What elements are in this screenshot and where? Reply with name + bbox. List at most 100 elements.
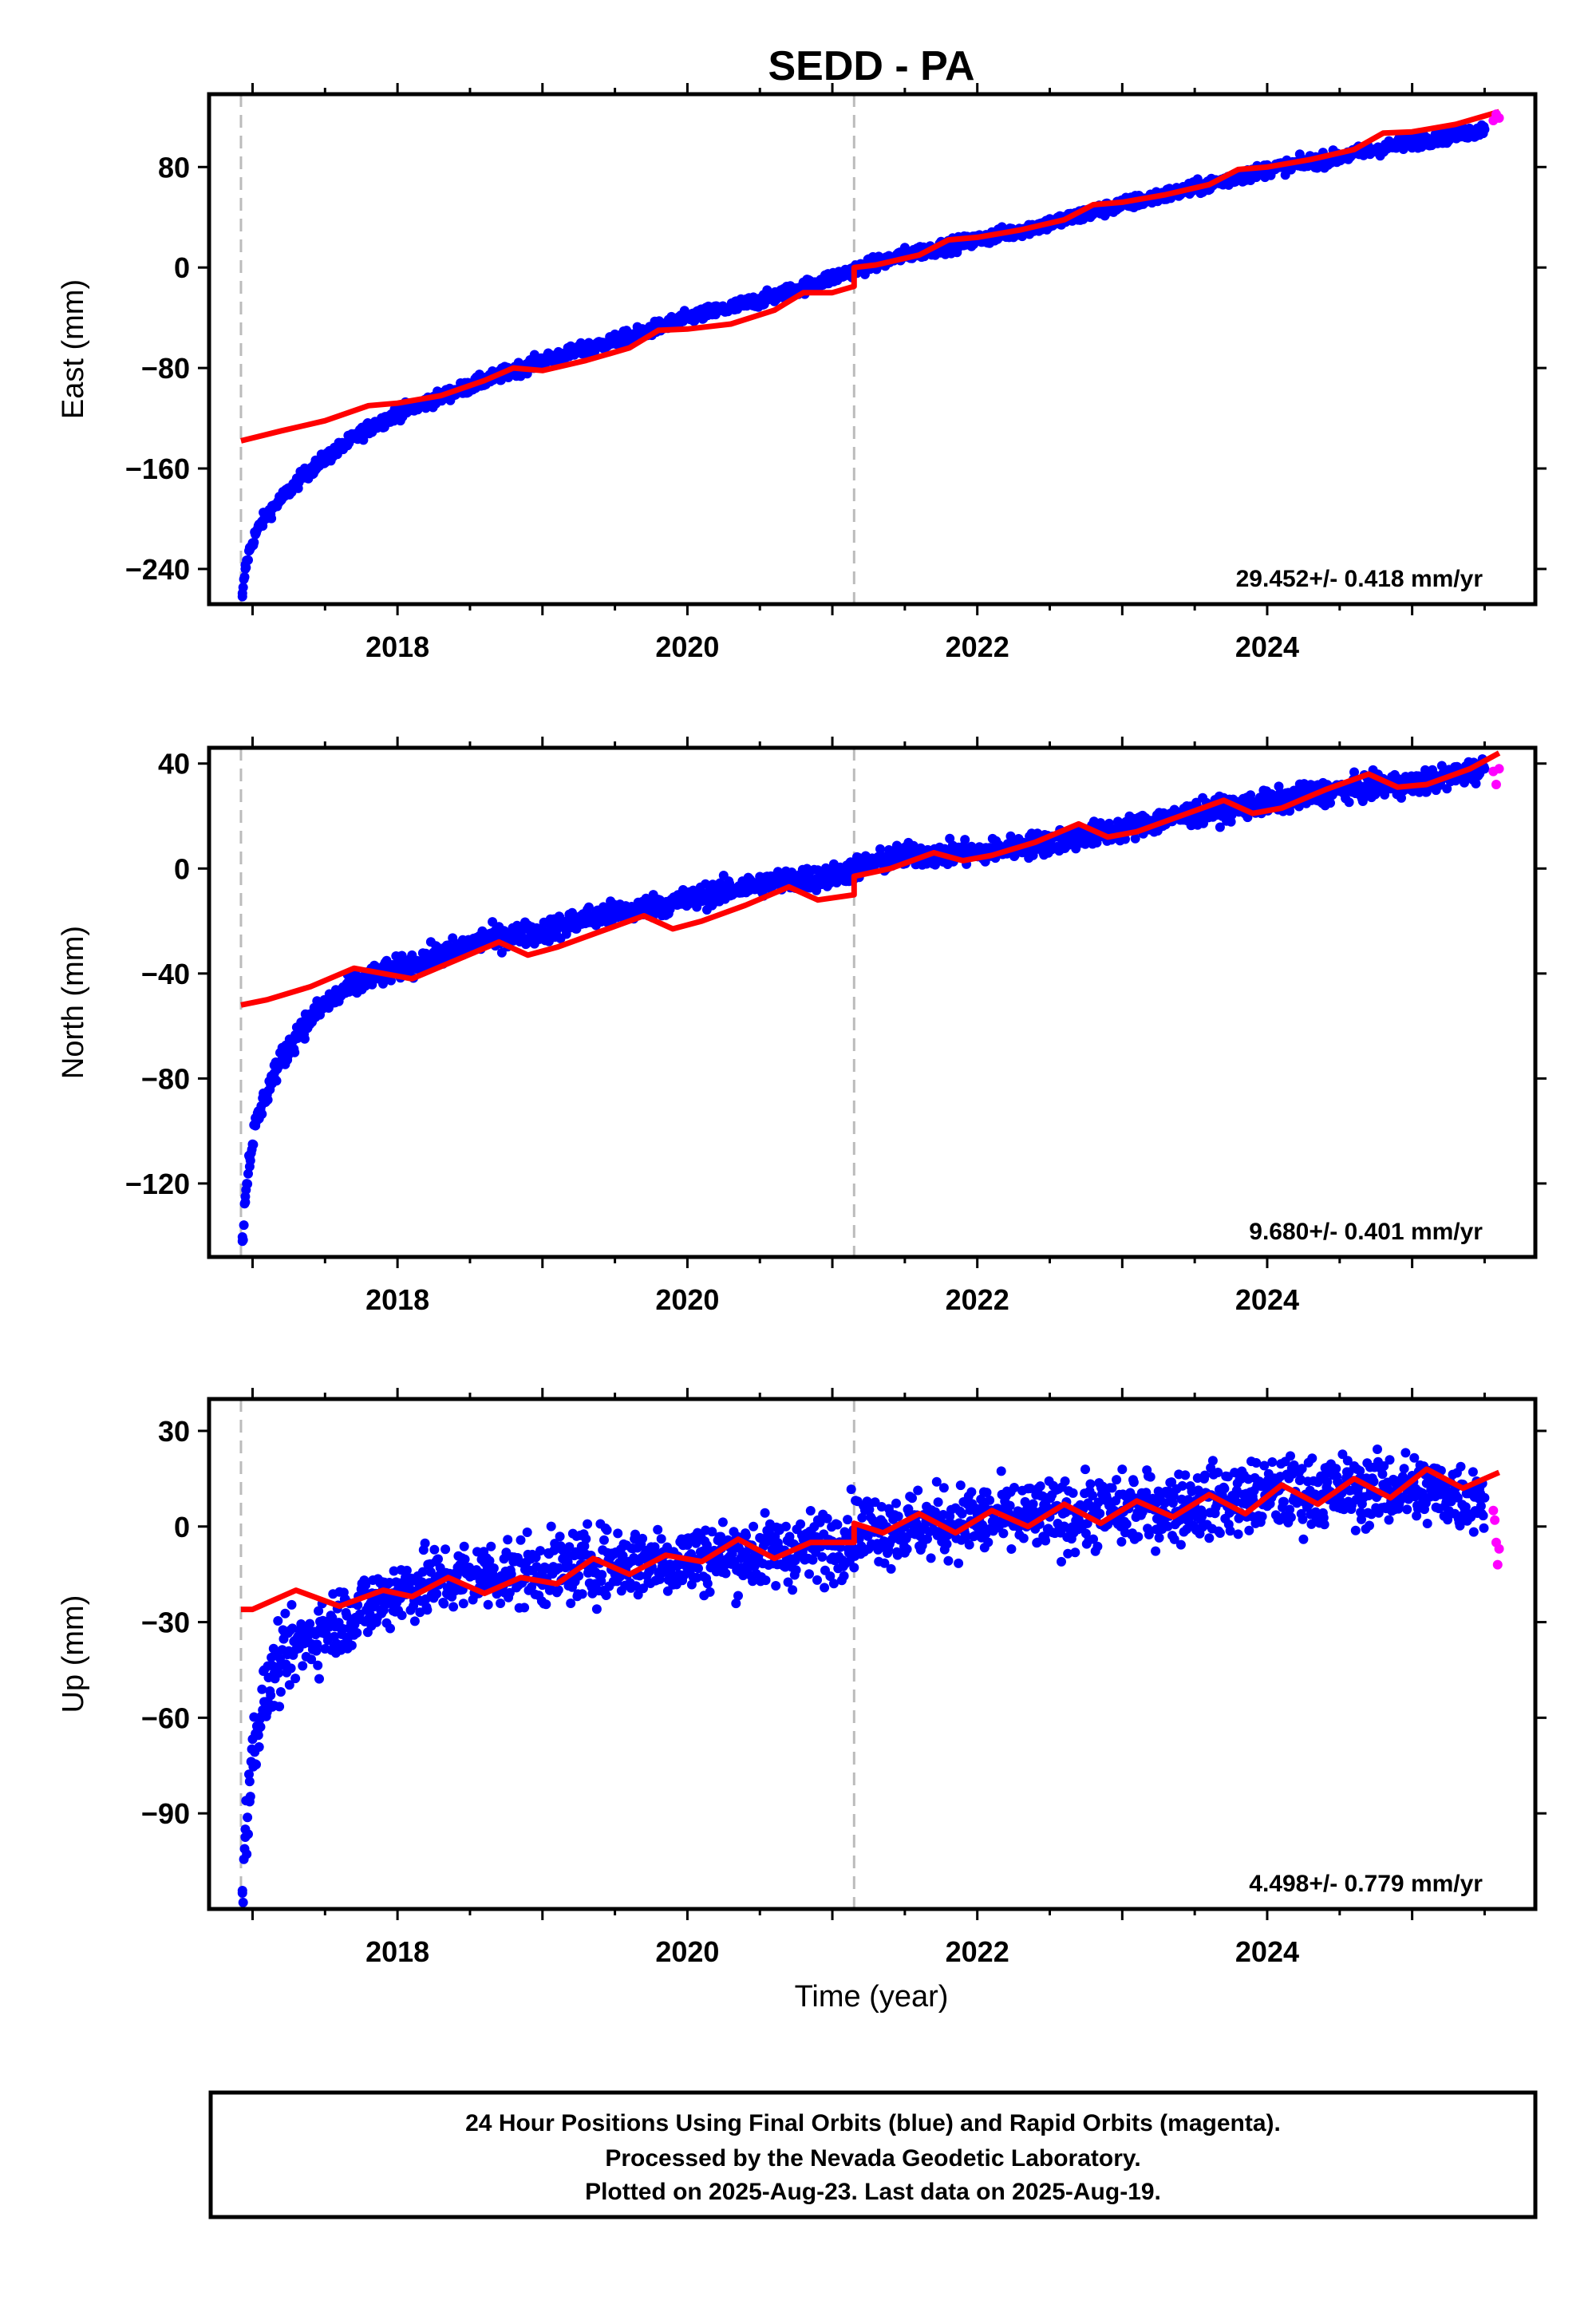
panel-frame xyxy=(207,92,1538,607)
data-point xyxy=(535,1546,545,1556)
data-point xyxy=(998,1528,1009,1539)
data-point xyxy=(273,1616,283,1626)
data-point xyxy=(314,1606,324,1616)
data-point xyxy=(440,1544,451,1555)
data-point xyxy=(496,947,507,958)
x-tick-label: 2024 xyxy=(1235,630,1299,663)
data-point xyxy=(733,1591,743,1601)
y-tick-label: −80 xyxy=(141,352,190,385)
x-tick-label: 2018 xyxy=(365,1283,429,1316)
data-point xyxy=(822,1513,832,1524)
data-point xyxy=(796,1519,806,1529)
data-point xyxy=(254,1742,264,1752)
data-point xyxy=(269,1068,279,1078)
data-point xyxy=(361,1580,371,1591)
data-point xyxy=(1262,798,1272,808)
x-tick-label: 2024 xyxy=(1235,1283,1299,1316)
data-point xyxy=(741,1531,751,1540)
data-point xyxy=(389,1566,399,1576)
data-point xyxy=(1133,1531,1144,1542)
data-point xyxy=(284,1680,294,1690)
data-point xyxy=(519,1603,530,1613)
x-tick-label: 2022 xyxy=(946,1283,1009,1316)
data-point xyxy=(1117,1464,1128,1475)
rate-annotation: 9.680+/- 0.401 mm/yr xyxy=(1249,1219,1483,1245)
data-point xyxy=(938,1483,949,1493)
data-point xyxy=(1144,1529,1154,1539)
data-point xyxy=(771,1581,781,1591)
data-point xyxy=(1344,797,1354,808)
plot-area xyxy=(237,1399,1504,1909)
data-point xyxy=(1442,784,1452,794)
data-point xyxy=(283,1041,294,1052)
data-point xyxy=(238,583,248,592)
data-point xyxy=(1092,837,1102,848)
data-point xyxy=(828,1579,839,1589)
data-point xyxy=(516,1535,526,1545)
data-point xyxy=(1215,822,1225,832)
data-point xyxy=(433,942,443,952)
data-point xyxy=(725,884,736,895)
data-point xyxy=(749,1521,759,1531)
data-point xyxy=(448,1602,459,1612)
data-point xyxy=(942,1539,952,1549)
data-point xyxy=(363,974,373,984)
data-point xyxy=(488,1563,499,1573)
data-point xyxy=(385,1623,395,1634)
data-point xyxy=(899,850,910,860)
data-point xyxy=(506,1569,516,1579)
data-point xyxy=(496,1599,506,1608)
data-point xyxy=(966,1487,977,1497)
data-point xyxy=(843,1515,853,1525)
y-tick-label: 40 xyxy=(158,748,190,781)
data-point xyxy=(804,1569,814,1579)
data-point xyxy=(577,1589,587,1599)
y-tick-label: −160 xyxy=(125,453,190,485)
data-point xyxy=(705,1587,715,1597)
data-point xyxy=(682,313,693,323)
data-point xyxy=(808,1555,818,1565)
data-point xyxy=(566,1599,576,1608)
data-point xyxy=(701,1540,712,1551)
data-point xyxy=(624,905,634,915)
data-point xyxy=(553,1585,563,1595)
data-point xyxy=(458,1599,468,1609)
data-point xyxy=(1005,1500,1015,1511)
data-point xyxy=(1421,787,1432,797)
data-point xyxy=(701,879,711,889)
plot-area xyxy=(237,748,1504,1257)
data-point xyxy=(849,864,859,874)
data-point xyxy=(875,844,885,854)
data-point xyxy=(760,1575,771,1586)
data-point xyxy=(686,1579,697,1590)
data-point xyxy=(1175,1539,1186,1550)
data-point xyxy=(320,1000,330,1010)
model-fit-line xyxy=(240,750,1501,1008)
data-point xyxy=(298,1021,309,1031)
data-point xyxy=(913,1485,923,1496)
y-axis-label: North (mm) xyxy=(57,926,90,1079)
data-point xyxy=(1407,136,1417,147)
data-point xyxy=(731,1599,741,1609)
data-point xyxy=(780,1521,791,1531)
y-tick-label: −80 xyxy=(141,1062,190,1095)
data-point xyxy=(555,1531,565,1542)
data-point xyxy=(1141,1488,1152,1498)
data-point xyxy=(832,1520,843,1530)
data-point xyxy=(996,1466,1006,1476)
y-tick-label: 80 xyxy=(158,151,190,184)
data-point xyxy=(702,1579,713,1589)
rapid-point xyxy=(1491,780,1501,790)
data-point xyxy=(257,1684,267,1694)
data-point xyxy=(1145,1472,1156,1482)
data-point xyxy=(1177,1480,1187,1491)
data-point xyxy=(306,1654,317,1665)
data-point xyxy=(243,555,253,565)
data-point xyxy=(721,1568,731,1579)
data-point xyxy=(537,927,547,937)
data-point xyxy=(243,1179,253,1189)
data-point xyxy=(504,1587,515,1598)
data-point xyxy=(707,1527,717,1537)
data-point xyxy=(239,1220,249,1231)
